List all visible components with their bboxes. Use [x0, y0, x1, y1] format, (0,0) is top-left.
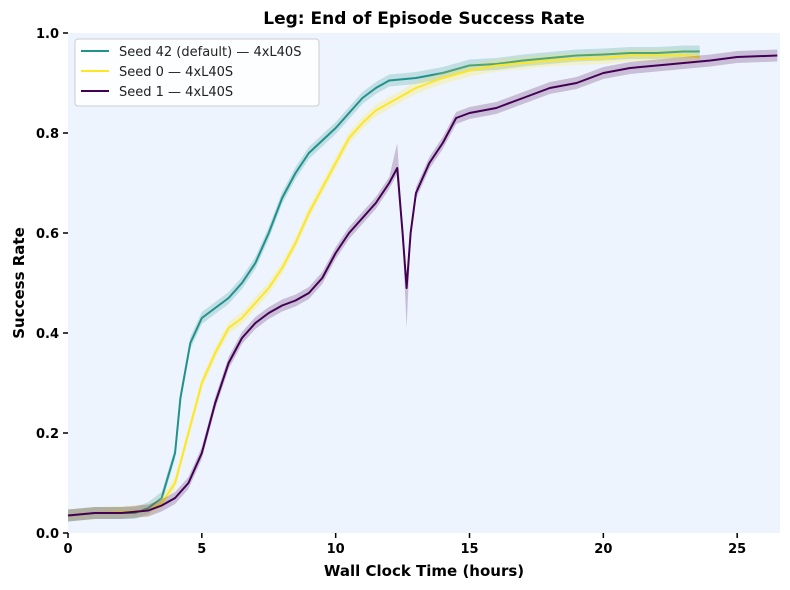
- y-tick-label: 0.4: [36, 327, 59, 342]
- legend-label: Seed 1 — 4xL40S: [119, 85, 233, 100]
- x-tick-label: 5: [197, 542, 206, 557]
- legend-label: Seed 42 (default) — 4xL40S: [119, 45, 301, 60]
- y-tick-label: 0.6: [36, 227, 59, 242]
- x-axis-label: Wall Clock Time (hours): [324, 562, 524, 580]
- series-line-2: [67, 54, 778, 517]
- series-line-0: [67, 50, 700, 517]
- y-axis-label: Success Rate: [10, 227, 28, 339]
- x-tick-label: 15: [460, 542, 478, 557]
- chart-title: Leg: End of Episode Success Rate: [263, 9, 584, 29]
- series-line-1: [67, 54, 700, 517]
- plot-background: [68, 33, 780, 533]
- x-tick-label: 25: [728, 542, 746, 557]
- legend-label: Seed 0 — 4xL40S: [119, 65, 233, 80]
- y-tick-label: 0.2: [36, 427, 59, 442]
- x-tick-label: 0: [63, 542, 72, 557]
- y-tick-label: 1.0: [36, 27, 59, 42]
- y-tick-label: 0.0: [36, 527, 59, 542]
- y-tick-label: 0.8: [36, 127, 59, 142]
- x-tick-label: 10: [327, 542, 345, 557]
- x-tick-label: 20: [594, 542, 612, 557]
- legend-box: [74, 38, 320, 107]
